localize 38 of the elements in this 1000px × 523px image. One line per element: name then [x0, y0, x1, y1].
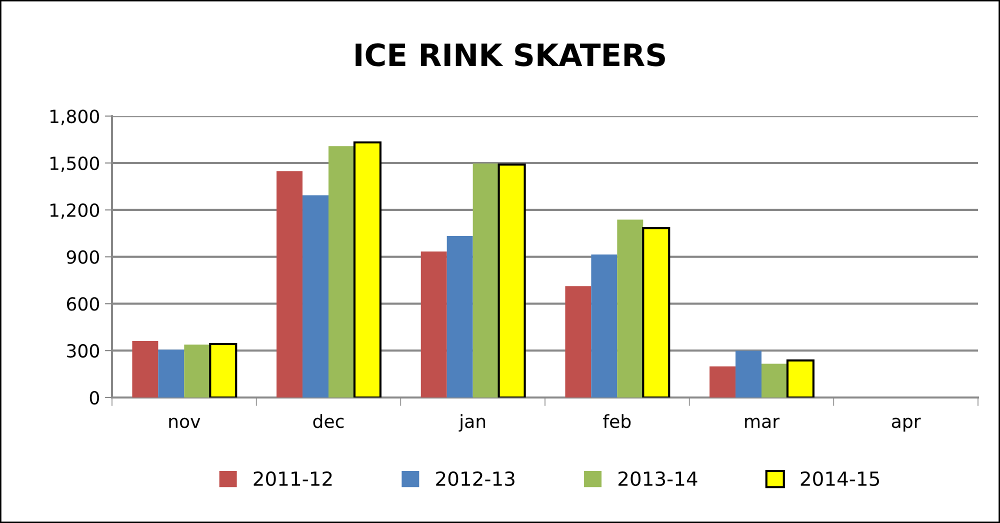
- y-tick-label: 1,500: [50, 156, 99, 172]
- bar: [591, 254, 618, 398]
- bar: [472, 163, 499, 398]
- bar: [420, 251, 447, 398]
- bar: [353, 141, 382, 398]
- bar: [736, 350, 762, 398]
- bar: [302, 195, 328, 398]
- legend-label: 2014-15: [800, 471, 879, 486]
- bar: [642, 226, 670, 398]
- bar: [498, 164, 526, 398]
- bar: [276, 171, 303, 398]
- bar: [565, 286, 592, 398]
- y-tick-label: 0: [90, 390, 99, 405]
- bar: [132, 341, 158, 398]
- y-tick-label: 600: [66, 297, 99, 311]
- bar: [184, 344, 210, 398]
- bar: [328, 146, 354, 398]
- y-tick-label: 1,200: [50, 203, 99, 219]
- bar: [762, 364, 788, 398]
- chart-title: ICE RINK SKATERS: [356, 43, 665, 66]
- x-tick-label: mar: [745, 418, 780, 428]
- legend-label: 2011-12: [254, 471, 332, 486]
- y-tick-label: 1,800: [50, 110, 99, 126]
- x-tick-label: dec: [313, 414, 344, 428]
- x-tick-label: jan: [458, 414, 486, 432]
- y-tick-label: 300: [67, 344, 99, 358]
- y-tick-label: 900: [66, 250, 99, 264]
- legend-label: 2012-13: [436, 471, 514, 486]
- bar: [209, 342, 238, 398]
- x-tick-label: nov: [169, 418, 200, 428]
- bar: [158, 350, 184, 398]
- legend-label: 2013-14: [618, 471, 698, 486]
- x-tick-label: feb: [603, 414, 631, 428]
- bar: [617, 220, 644, 398]
- bar: [786, 359, 815, 398]
- x-tick-label: apr: [892, 418, 921, 432]
- bar: [446, 236, 473, 398]
- bar: [710, 366, 736, 398]
